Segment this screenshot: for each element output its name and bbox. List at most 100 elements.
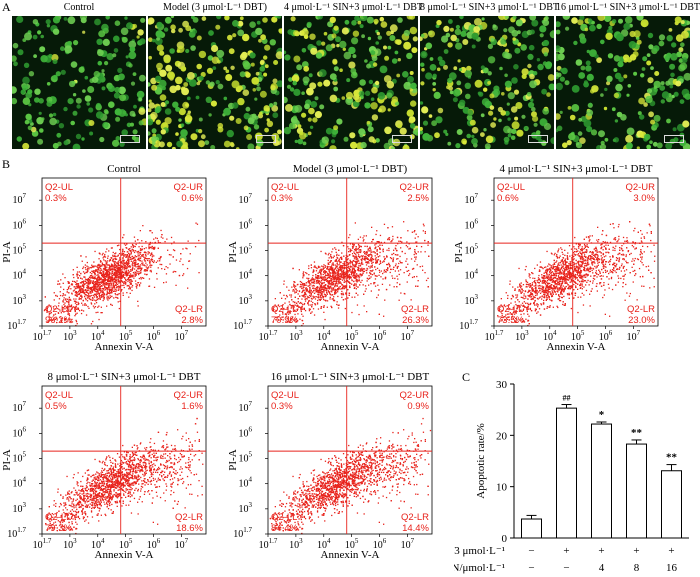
cell-blob: [200, 134, 206, 140]
cell-blob: [526, 92, 532, 97]
cell-blob: [564, 80, 570, 86]
cell-blob: [352, 54, 357, 59]
cell-blob: [76, 104, 81, 109]
cell-blob: [373, 18, 379, 24]
cell-blob: [164, 16, 172, 24]
y-tick-label: 103: [239, 501, 253, 515]
cell-blob: [626, 93, 630, 97]
cell-blob: [636, 16, 644, 21]
cell-blob: [171, 146, 176, 149]
x-tick-label: 101.7: [259, 329, 278, 343]
significance-mark: ##: [563, 394, 571, 403]
cell-blob: [87, 86, 95, 93]
cell-blob: [376, 31, 380, 36]
bar: [661, 470, 682, 539]
cell-blob: [34, 97, 40, 103]
cell-blob: [196, 35, 202, 41]
cell-blob: [641, 22, 647, 27]
cell-blob: [406, 109, 414, 117]
cell-blob: [529, 29, 535, 35]
x-tick-label: 103: [289, 329, 303, 343]
cell-blob: [618, 76, 624, 83]
significance-mark: **: [666, 452, 678, 464]
cell-blob: [600, 39, 605, 45]
cell-blob: [507, 117, 511, 121]
cell-blob: [339, 68, 343, 72]
cell-blob: [420, 130, 424, 135]
cell-blob: [571, 104, 580, 112]
cell-blob: [366, 63, 372, 69]
cell-blob: [113, 92, 121, 99]
cell-blob: [246, 134, 253, 140]
cell-blob: [321, 136, 329, 144]
cell-blob: [652, 141, 658, 147]
cell-blob: [669, 63, 676, 70]
cell-blob: [291, 74, 300, 83]
cell-blob: [243, 61, 251, 70]
cell-blob: [314, 96, 319, 101]
cell-blob: [171, 28, 176, 34]
cell-blob: [278, 28, 282, 34]
cell-blob: [333, 25, 339, 31]
y-axis-label: Apoptotic rate/%: [475, 423, 487, 498]
cell-blob: [165, 64, 173, 72]
cell-blob: [297, 124, 302, 129]
cell-blob: [647, 77, 654, 84]
cell-blob: [101, 86, 106, 91]
cell-blob: [289, 87, 295, 92]
cell-blob: [198, 140, 205, 148]
cell-blob: [105, 16, 110, 20]
cell-blob: [436, 67, 441, 72]
cell-blob: [528, 101, 535, 109]
cell-blob: [499, 66, 503, 71]
cell-blob: [209, 81, 215, 87]
cell-blob: [106, 53, 114, 61]
cell-blob: [536, 58, 541, 62]
cell-blob: [187, 72, 195, 80]
cell-blob: [664, 55, 670, 61]
cell-blob: [343, 136, 349, 142]
y-tick-label: 106: [239, 425, 253, 439]
cell-blob: [70, 120, 75, 126]
cell-blob: [556, 21, 561, 28]
cell-blob: [52, 112, 57, 117]
y-tick-label: 104: [13, 476, 27, 490]
cell-blob: [556, 45, 561, 52]
cell-blob: [294, 104, 303, 113]
bar: [626, 443, 647, 539]
cell-blob: [198, 129, 203, 134]
cell-blob: [276, 80, 282, 88]
cell-blob: [370, 102, 378, 110]
cell-blob: [464, 82, 471, 90]
cell-blob: [67, 98, 74, 105]
cell-blob: [180, 129, 188, 137]
cell-blob: [185, 25, 192, 32]
cell-blob: [205, 80, 211, 85]
cell-blob: [370, 97, 375, 101]
cell-blob: [542, 107, 550, 115]
cell-blob: [129, 110, 136, 117]
micrograph-image: [284, 16, 418, 149]
flow-plot-title: 16 μmol·L⁻¹ SIN+3 μmol·L⁻¹ DBT: [271, 371, 430, 383]
x-tick-label: 101.7: [259, 537, 278, 551]
cell-blob: [27, 89, 33, 95]
cell-blob: [276, 16, 282, 19]
cell-blob: [329, 73, 337, 80]
cell-blob: [138, 107, 146, 115]
cell-blob: [27, 125, 33, 131]
cell-blob: [151, 141, 156, 146]
flow-scatter: [272, 221, 430, 327]
cell-blob: [151, 136, 158, 142]
cell-blob: [614, 119, 619, 123]
cell-blob: [459, 99, 466, 107]
cell-blob: [130, 122, 134, 127]
cell-blob: [493, 117, 497, 121]
cell-blob: [325, 127, 333, 135]
y-tick-label: 104: [13, 268, 27, 282]
cell-blob: [154, 107, 161, 114]
cell-blob: [22, 84, 29, 91]
cell-blob: [474, 18, 482, 26]
cell-blob: [586, 109, 594, 117]
cell-blob: [471, 134, 475, 139]
quadrant-name-lr: Q2-LR: [401, 512, 429, 523]
